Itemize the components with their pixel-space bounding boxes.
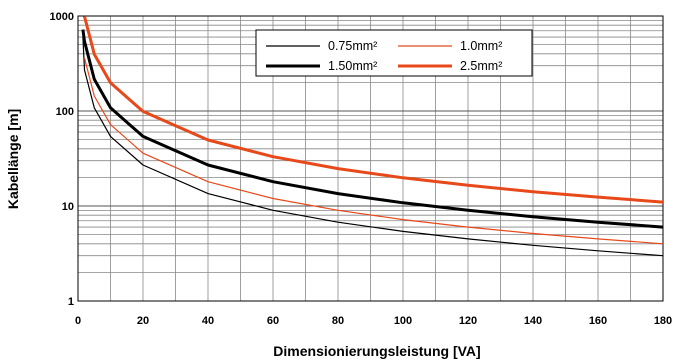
series-lines: [81, 16, 664, 257]
y-tick-label: 1: [68, 296, 74, 308]
x-tick-label: 0: [75, 315, 81, 327]
x-tick-label: 20: [137, 315, 149, 327]
x-axis-title: Dimensionierungsleistung [VA]: [273, 343, 480, 359]
legend-label: 1.0mm²: [460, 39, 502, 53]
y-axis-ticks: 1 10 100 1000: [50, 11, 74, 308]
x-tick-label: 80: [332, 315, 344, 327]
x-tick-label: 180: [654, 315, 672, 327]
x-tick-label: 40: [202, 315, 214, 327]
y-axis-title: Kabellänge [m]: [5, 109, 21, 209]
y-tick-label: 1000: [50, 11, 74, 23]
series-line: [83, 16, 664, 204]
x-tick-label: 120: [459, 315, 477, 327]
legend-box: [255, 29, 533, 77]
y-tick-label: 100: [56, 106, 74, 118]
series-line: [83, 58, 664, 245]
legend: 0.75mm² 1.0mm² 1.50mm² 2.5mm²: [255, 29, 533, 77]
x-tick-label: 160: [589, 315, 607, 327]
legend-label: 2.5mm²: [460, 59, 502, 73]
x-tick-label: 140: [524, 315, 542, 327]
legend-label: 1.50mm²: [328, 59, 377, 73]
plot-frame: [77, 15, 664, 302]
x-tick-label: 100: [394, 315, 412, 327]
legend-label: 0.75mm²: [328, 39, 377, 53]
series-line: [81, 29, 664, 229]
x-tick-label: 60: [267, 315, 279, 327]
x-axis-ticks: 0 20 40 60 80 100 120 140 160 180: [75, 315, 672, 327]
y-tick-label: 10: [62, 201, 74, 213]
series-line: [82, 37, 664, 257]
